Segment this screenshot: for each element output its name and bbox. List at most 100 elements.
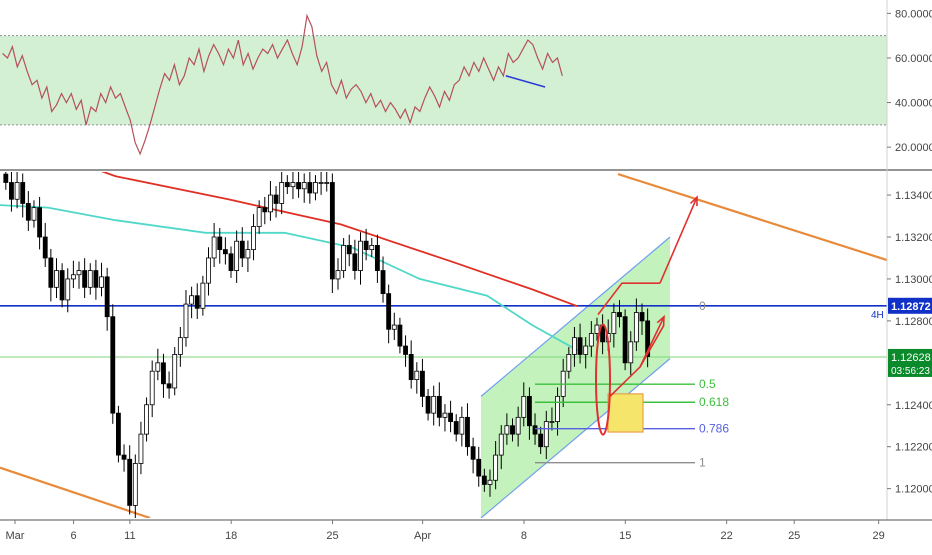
price-y-tick-label: 1.13000 [895,274,932,286]
candle [256,200,262,234]
candle-body [48,257,54,288]
candle-body [138,433,144,464]
candle-body [256,207,262,227]
candle [487,469,493,497]
candle [54,258,59,299]
fib-label: 0.618 [699,395,729,409]
candle-body [498,433,504,456]
candle-body [239,240,245,259]
candle [262,196,268,225]
candle [380,256,386,303]
candle [99,262,104,297]
candle [459,406,465,447]
candle-body [194,295,200,309]
x-tick-label: 22 [721,530,733,542]
candle [481,468,487,492]
candle-body [532,425,538,435]
candle-body [504,425,510,435]
candle-body [183,303,189,339]
candle [408,340,414,389]
channel-lower-line [480,358,671,518]
price-tag-2 [888,348,932,377]
candle [414,362,420,394]
candle-body [549,421,555,423]
candle-body [329,182,335,280]
oscillator-panel [0,13,887,156]
price-y-tick-label: 1.12200 [895,442,932,454]
candle-body [70,274,76,280]
candle-body [25,203,31,221]
candle [194,283,200,319]
candle [189,286,195,319]
candle-body [628,341,634,364]
candle [121,444,127,472]
candle-body [217,236,223,250]
candle-body [116,412,121,456]
candle [37,196,43,250]
x-tick-label: 11 [124,530,135,542]
candle [268,181,273,221]
candle-body [465,416,470,448]
candle-body [93,270,99,288]
candle-body [470,446,476,460]
x-tick-label: 6 [70,530,76,542]
candle [465,403,470,456]
candle [515,406,521,447]
candle-body [442,412,448,418]
candle [206,247,211,296]
x-tick-label: 29 [873,530,885,542]
candle-body [200,282,206,309]
candle-body [161,362,166,385]
candle-body [481,475,487,485]
candle-body [307,182,313,194]
candle-body [521,395,527,418]
candle [132,454,138,518]
ma-fast-line [0,204,578,351]
candle [543,410,549,460]
candle [476,446,482,487]
candle-body [543,421,549,448]
candle [301,173,307,203]
candle-body [149,370,155,406]
candle [234,230,240,283]
candle [161,353,166,398]
candle [521,382,527,427]
candle-body [228,253,234,271]
candle [104,267,110,331]
candle-body [369,244,375,250]
candle-body [284,182,290,188]
candle-body [222,249,228,255]
candle [493,441,499,490]
price-y-tick-label: 1.12000 [895,484,932,496]
candle-body [324,182,330,184]
candle [144,397,149,442]
channel-fill [481,237,670,518]
candle-body [510,425,515,435]
candle [76,261,82,289]
candle-body [335,270,341,280]
candle-body [144,404,149,435]
candle [436,382,442,427]
price-y-tick-label: 1.13400 [895,190,932,202]
candle-body [617,312,622,318]
candle [341,238,347,278]
candle-body [414,370,420,381]
candle-body [313,182,318,194]
timeframe-tag: 4H [871,310,884,321]
candle [470,437,476,474]
oscillator-band [0,35,887,125]
candle [526,387,532,440]
candle [42,222,48,267]
countdown-label: 03:56:23 [891,366,930,377]
candle-body [121,454,127,460]
fib-label: 0.786 [699,422,729,436]
x-tick-label: 18 [225,530,237,542]
candle-body [172,354,178,389]
candle [313,175,318,201]
candle-body [515,416,521,435]
candle-body [251,226,256,250]
candle-body [245,249,251,259]
annotation-path-2 [597,282,660,316]
annotation-ellipse [595,323,611,436]
